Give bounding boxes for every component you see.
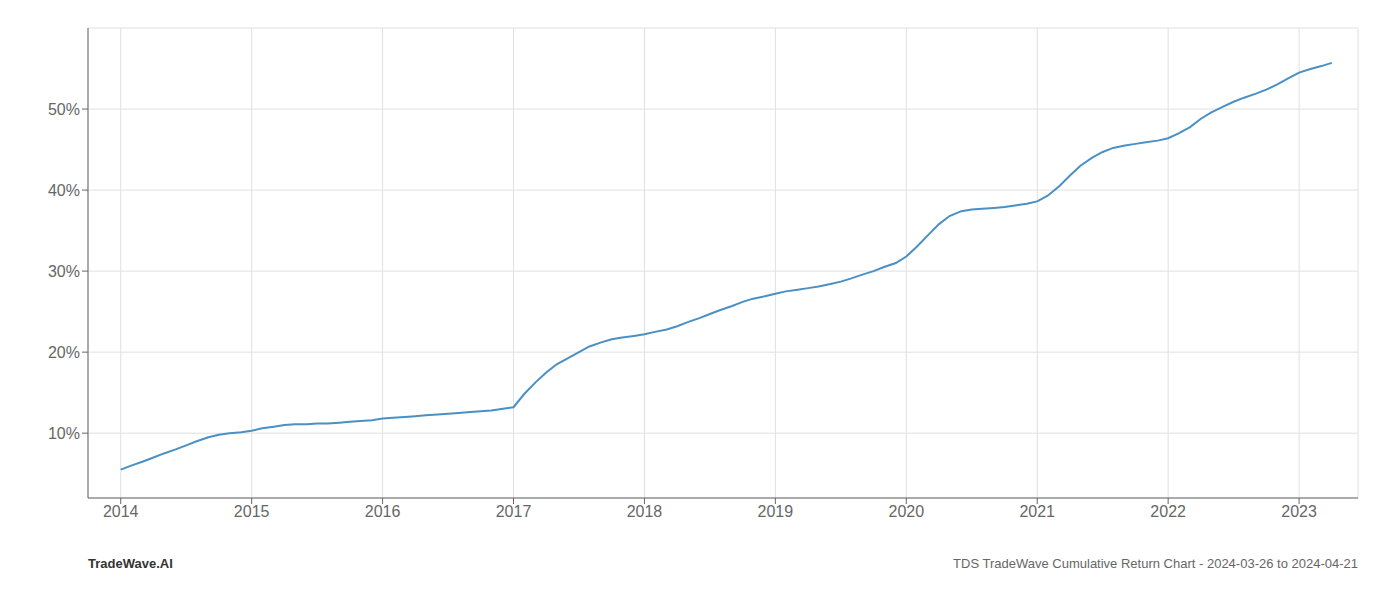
svg-text:20%: 20%: [48, 344, 80, 361]
svg-text:2019: 2019: [758, 503, 794, 520]
svg-text:50%: 50%: [48, 101, 80, 118]
svg-text:2020: 2020: [889, 503, 925, 520]
svg-text:2015: 2015: [234, 503, 270, 520]
svg-text:30%: 30%: [48, 263, 80, 280]
svg-text:2016: 2016: [365, 503, 401, 520]
html-text:TradeWave.AI: TradeWave.AI: [88, 555, 173, 571]
svg-text:10%: 10%: [48, 425, 80, 442]
svg-text:2014: 2014: [103, 503, 139, 520]
svg-text:40%: 40%: [48, 182, 80, 199]
html-text:TDS TradeWave Cumulative Retur: TDS TradeWave Cumulative Return Chart - …: [953, 555, 1358, 571]
svg-text:2023: 2023: [1281, 503, 1317, 520]
svg-text:2018: 2018: [627, 503, 663, 520]
svg-text:2021: 2021: [1019, 503, 1055, 520]
svg-text:2022: 2022: [1150, 503, 1186, 520]
svg-text:2017: 2017: [496, 503, 532, 520]
